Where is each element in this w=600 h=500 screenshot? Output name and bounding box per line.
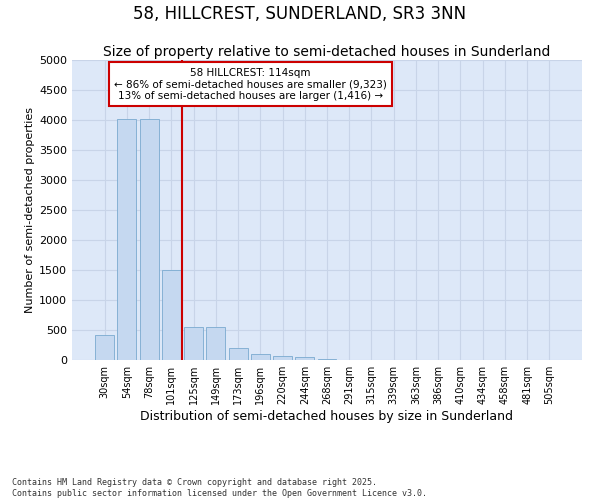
Title: Size of property relative to semi-detached houses in Sunderland: Size of property relative to semi-detach…	[103, 45, 551, 59]
Bar	[184, 327, 203, 360]
Bar	[229, 348, 248, 360]
Bar	[295, 357, 314, 360]
Y-axis label: Number of semi-detached properties: Number of semi-detached properties	[25, 107, 35, 313]
Bar	[95, 335, 114, 360]
Text: Contains HM Land Registry data © Crown copyright and database right 2025.
Contai: Contains HM Land Registry data © Crown c…	[12, 478, 427, 498]
Text: 58, HILLCREST, SUNDERLAND, SR3 3NN: 58, HILLCREST, SUNDERLAND, SR3 3NN	[133, 5, 467, 23]
X-axis label: Distribution of semi-detached houses by size in Sunderland: Distribution of semi-detached houses by …	[140, 410, 514, 423]
Bar	[317, 358, 337, 360]
Bar	[118, 119, 136, 360]
Text: 58 HILLCREST: 114sqm
← 86% of semi-detached houses are smaller (9,323)
13% of se: 58 HILLCREST: 114sqm ← 86% of semi-detac…	[114, 68, 387, 100]
Bar	[273, 356, 292, 360]
Bar	[206, 327, 225, 360]
Bar	[162, 270, 181, 360]
Bar	[251, 354, 270, 360]
Bar	[140, 119, 158, 360]
